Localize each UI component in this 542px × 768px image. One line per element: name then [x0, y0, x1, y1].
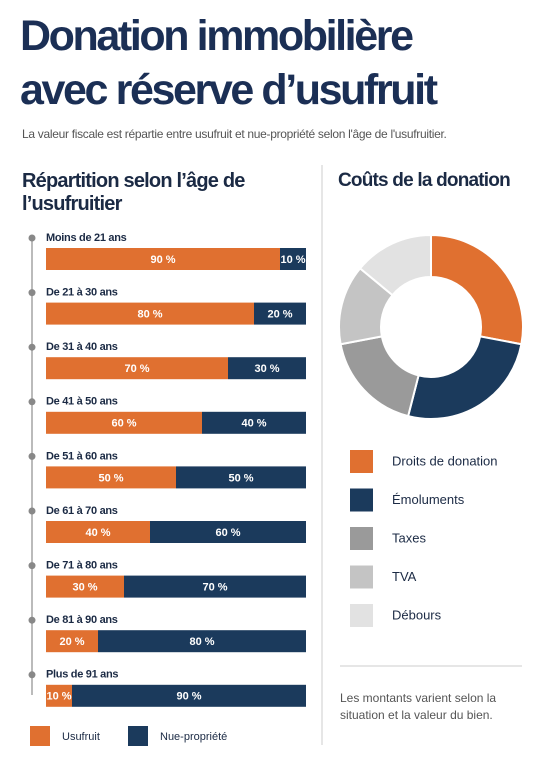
value-label: 30 % [254, 363, 279, 375]
category-label: Moins de 21 ans [46, 232, 127, 244]
value-label: 60 % [215, 527, 240, 539]
title-line: Donation immobilière [20, 12, 414, 60]
value-label: 80 % [137, 309, 162, 321]
legend-swatch [350, 488, 373, 512]
value-label: 90 % [176, 691, 201, 703]
category-label: De 61 à 70 ans [46, 505, 118, 517]
value-label: 50 % [98, 472, 123, 484]
chart-title: Répartition selon l’âge de l’usufruitier [22, 170, 245, 215]
value-label: 10 % [46, 691, 71, 703]
bar-segment [72, 684, 306, 707]
legend-label: Droits de donation [392, 453, 498, 468]
value-label: 50 % [228, 472, 253, 484]
title-line: avec réserve d’usufruit [20, 66, 438, 114]
legend-swatch [30, 726, 50, 746]
value-label: 20 % [59, 636, 84, 648]
bar-segment [46, 411, 202, 434]
bar-segment [46, 684, 72, 707]
value-label: 10 % [280, 254, 305, 266]
bar-segment [150, 521, 306, 543]
chart-title: Coûts de la donation [338, 170, 511, 191]
legend-label: Taxes [392, 530, 426, 545]
legend-label: Usufruit [62, 731, 100, 743]
bar-segment [202, 411, 306, 434]
bar-segment [46, 302, 254, 325]
legend-swatch [350, 527, 373, 550]
category-label: De 71 à 80 ans [46, 560, 118, 572]
category-label: De 81 à 90 ans [46, 614, 118, 626]
timeline-dot [28, 671, 36, 679]
timeline-dot [28, 616, 36, 624]
footnote: Les montants varient selon la situation … [340, 691, 497, 722]
bar-segment [176, 466, 306, 489]
value-label: 20 % [267, 309, 292, 321]
legend-label: Émoluments [392, 492, 465, 507]
category-label: De 41 à 50 ans [46, 396, 118, 408]
bar-segment [46, 521, 150, 543]
bar-segment [46, 630, 98, 653]
timeline-dot [28, 289, 36, 297]
value-label: 40 % [85, 527, 110, 539]
bar-segment [46, 575, 124, 598]
value-label: 70 % [202, 582, 227, 594]
value-label: 60 % [111, 418, 136, 430]
value-label: 70 % [124, 363, 149, 375]
bar-segment [98, 630, 306, 653]
legend-label: TVA [392, 569, 417, 584]
pie-slice [339, 335, 420, 418]
legend-label: Nue-propriété [160, 731, 227, 743]
pie-slice [358, 233, 432, 297]
timeline-dot [28, 343, 36, 351]
category-label: Plus de 91 ans [46, 669, 118, 681]
bar-segment [46, 466, 176, 489]
value-label: 40 % [241, 418, 266, 430]
legend-swatch [128, 726, 148, 746]
legend-swatch [350, 450, 373, 473]
subtitle: La valeur fiscale est répartie entre usu… [22, 127, 447, 141]
timeline-dot [28, 234, 36, 242]
pie-slice [406, 335, 523, 420]
value-label: 30 % [72, 582, 97, 594]
timeline-dot [28, 452, 36, 460]
timeline-dot [28, 398, 36, 406]
category-label: De 51 à 60 ans [46, 450, 118, 462]
timeline-dot [28, 562, 36, 570]
pie-slice [430, 233, 524, 346]
bar-segment [124, 575, 306, 598]
bar-segment [46, 248, 280, 270]
category-label: De 21 à 30 ans [46, 287, 118, 299]
category-label: De 31 à 40 ans [46, 341, 118, 353]
legend-label: Débours [392, 607, 442, 622]
bar-segment [46, 357, 228, 380]
value-label: 90 % [150, 254, 175, 266]
legend-swatch [350, 604, 373, 627]
bar-segment [254, 302, 306, 325]
bar-segment [228, 357, 306, 380]
bar-segment [280, 248, 306, 270]
legend-swatch [350, 565, 373, 589]
timeline-dot [28, 507, 36, 515]
value-label: 80 % [189, 636, 214, 648]
